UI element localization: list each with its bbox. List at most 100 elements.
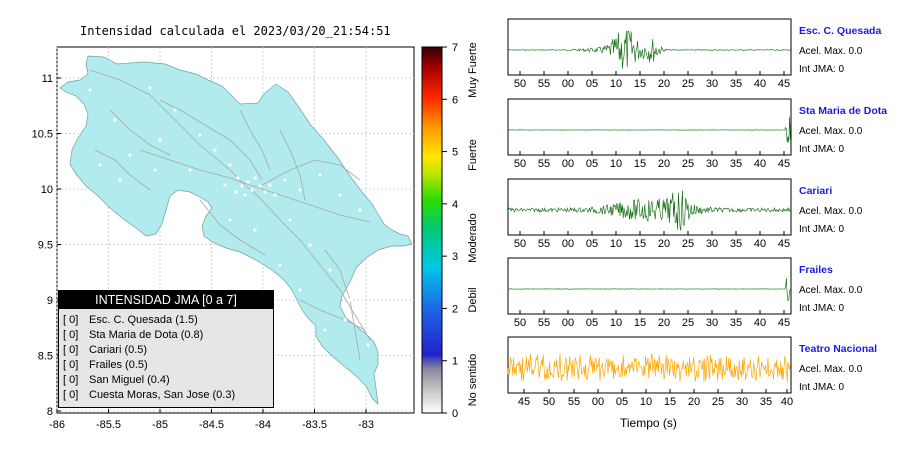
colorbar-tick: 0 bbox=[452, 408, 458, 420]
station-accel: Acel. Max. 0.0 bbox=[799, 46, 863, 57]
time-tick: 25 bbox=[682, 158, 694, 170]
waveform-panel: 50 55 00 05 10 15 20 25 30 35 40 45 bbox=[507, 18, 792, 90]
legend-label: Frailes (0.5) bbox=[89, 359, 148, 371]
time-tick: 50 bbox=[514, 238, 526, 250]
time-tick: 15 bbox=[634, 238, 646, 250]
map-y-tick: 10 bbox=[41, 184, 53, 196]
time-tick: 35 bbox=[760, 396, 772, 408]
map-y-tick: 8.5 bbox=[38, 351, 53, 363]
time-tick: 40 bbox=[754, 317, 766, 329]
station-jma: Int JMA: 0 bbox=[799, 382, 845, 393]
waveform-trace bbox=[507, 353, 791, 383]
time-tick: 30 bbox=[706, 238, 718, 250]
colorbar-label: Debil bbox=[467, 287, 479, 312]
legend-title: INTENSIDAD JMA [0 a 7] bbox=[59, 291, 273, 309]
time-tick: 00 bbox=[562, 238, 574, 250]
station-name: Teatro Nacional bbox=[799, 343, 877, 355]
station-accel: Acel. Max. 0.0 bbox=[799, 126, 863, 137]
time-tick: 05 bbox=[586, 238, 598, 250]
map-x-tick: -83.5 bbox=[302, 419, 327, 431]
colorbar-tick: 4 bbox=[452, 199, 458, 211]
x-axis-label: Tiempo (s) bbox=[620, 416, 677, 430]
legend-item: [ 0] Cariari (0.5) bbox=[63, 343, 273, 358]
colorbar-label: Moderado bbox=[467, 213, 479, 263]
waveform-trace bbox=[507, 116, 791, 143]
colorbar-labels: No sentido Debil Moderado Fuerte Muy Fuerte bbox=[467, 42, 479, 406]
time-tick: 35 bbox=[730, 78, 742, 90]
legend-item: [ 0] Sta Maria de Dota (0.8) bbox=[63, 328, 273, 343]
time-tick: 00 bbox=[562, 317, 574, 329]
time-tick: 15 bbox=[634, 317, 646, 329]
time-tick: 40 bbox=[781, 396, 793, 408]
time-tick: 35 bbox=[730, 158, 742, 170]
station-accel: Acel. Max. 0.0 bbox=[799, 364, 863, 375]
station-accel: Acel. Max. 0.0 bbox=[799, 285, 863, 296]
legend-symbol: [ 0] bbox=[63, 359, 79, 371]
time-tick: 50 bbox=[514, 78, 526, 90]
legend-label: Esc. C. Quesada (1.5) bbox=[89, 314, 198, 326]
legend-symbol: [ 0] bbox=[63, 389, 79, 401]
time-tick: 05 bbox=[616, 396, 628, 408]
time-tick: 45 bbox=[518, 396, 530, 408]
time-tick: 30 bbox=[706, 317, 718, 329]
time-tick: 35 bbox=[730, 317, 742, 329]
legend-item: [ 0] Frailes (0.5) bbox=[63, 358, 273, 373]
waveform-panel: 50 55 00 05 10 15 20 25 30 35 40 45 bbox=[507, 98, 792, 170]
map-y-tick: 10.5 bbox=[32, 129, 53, 141]
time-tick: 50 bbox=[514, 317, 526, 329]
time-tick: 30 bbox=[706, 158, 718, 170]
legend-label: San Miguel (0.4) bbox=[89, 374, 170, 386]
waveform-panels: 50 55 00 05 10 15 20 25 30 35 40 45 50 55 00 05 10 15 20 25… bbox=[507, 18, 793, 408]
colorbar-ticks: 0 1 2 3 4 5 6 7 bbox=[442, 42, 458, 420]
colorbar-tick: 3 bbox=[452, 251, 458, 263]
time-tick: 40 bbox=[754, 78, 766, 90]
map-x-tick: -85.5 bbox=[96, 419, 121, 431]
colorbar-frame bbox=[421, 46, 443, 414]
waveform-panel: 50 55 00 05 10 15 20 25 30 35 40 45 bbox=[507, 178, 792, 250]
colorbar bbox=[422, 47, 442, 413]
time-tick: 45 bbox=[778, 317, 790, 329]
map-x-tick: -83 bbox=[358, 419, 374, 431]
legend-item: [ 0] San Miguel (0.4) bbox=[63, 373, 273, 388]
time-tick: 55 bbox=[568, 396, 580, 408]
time-tick: 45 bbox=[778, 158, 790, 170]
legend-label: Sta Maria de Dota (0.8) bbox=[89, 329, 204, 341]
time-tick: 00 bbox=[592, 396, 604, 408]
legend-list: [ 0] Esc. C. Quesada (1.5) [ 0] Sta Maria d… bbox=[59, 313, 273, 403]
legend-symbol: [ 0] bbox=[63, 344, 79, 356]
time-tick: 25 bbox=[682, 78, 694, 90]
legend-label: Cariari (0.5) bbox=[89, 344, 148, 356]
station-jma: Int JMA: 0 bbox=[799, 144, 845, 155]
time-tick: 45 bbox=[778, 238, 790, 250]
time-tick: 20 bbox=[658, 78, 670, 90]
colorbar-gradient bbox=[422, 47, 442, 413]
colorbar-label: Fuerte bbox=[467, 139, 479, 171]
time-tick: 20 bbox=[658, 158, 670, 170]
time-tick: 10 bbox=[610, 78, 622, 90]
time-tick: 20 bbox=[688, 396, 700, 408]
legend-symbol: [ 0] bbox=[63, 374, 79, 386]
map-x-tick: -86 bbox=[49, 419, 65, 431]
map-y-tick: 9.5 bbox=[38, 240, 53, 252]
time-tick: 00 bbox=[562, 158, 574, 170]
time-tick: 15 bbox=[634, 78, 646, 90]
station-name: Sta Maria de Dota bbox=[799, 105, 888, 117]
time-tick: 10 bbox=[610, 238, 622, 250]
waveform-trace bbox=[507, 190, 791, 231]
map-y-tick: 8 bbox=[47, 406, 53, 418]
map-y-tick: 11 bbox=[42, 73, 53, 85]
time-tick: 30 bbox=[736, 396, 748, 408]
time-tick: 20 bbox=[658, 238, 670, 250]
colorbar-tick: 2 bbox=[452, 303, 458, 315]
time-tick: 45 bbox=[778, 78, 790, 90]
legend-box: INTENSIDAD JMA [0 a 7] [ 0] Esc. C. Quesa… bbox=[58, 290, 274, 408]
map-title: Intensidad calculada el 2023/03/20_21:54… bbox=[80, 24, 391, 38]
colorbar-tick: 6 bbox=[452, 94, 458, 106]
legend-label: Cuesta Moras, San Jose (0.3) bbox=[89, 389, 236, 401]
waveform-panel: 50 55 00 05 10 15 20 25 30 35 40 45 bbox=[507, 257, 792, 329]
time-tick: 20 bbox=[658, 317, 670, 329]
time-tick: 00 bbox=[562, 78, 574, 90]
time-tick: 50 bbox=[543, 396, 555, 408]
legend-item: [ 0] Cuesta Moras, San Jose (0.3) bbox=[63, 388, 273, 403]
